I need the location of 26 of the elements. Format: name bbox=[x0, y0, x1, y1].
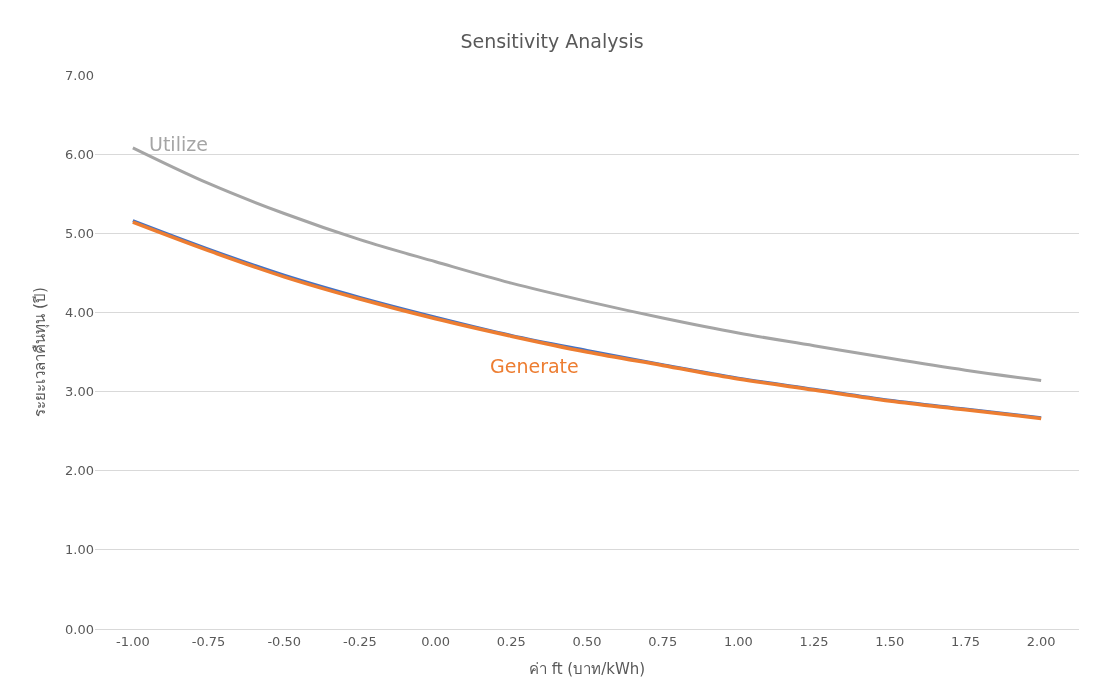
x-tick-label: 1.50 bbox=[875, 633, 905, 649]
x-axis-title: ค่า ft (บาท/kWh) bbox=[528, 659, 646, 678]
y-tick-label: 3.00 bbox=[65, 384, 94, 400]
series-label: Generate bbox=[490, 355, 579, 377]
x-tick-label: -0.50 bbox=[267, 633, 302, 649]
y-tick-label: 4.00 bbox=[65, 304, 94, 320]
x-tick-label: 0.25 bbox=[496, 633, 526, 649]
x-tick-label: -1.00 bbox=[116, 633, 150, 649]
y-tick-label: 6.00 bbox=[65, 146, 94, 162]
y-axis-title: ระยะเวลาคืนทุน (ปี) bbox=[31, 287, 51, 417]
y-tick-label: 5.00 bbox=[65, 225, 94, 241]
x-tick-label: 0.75 bbox=[648, 633, 678, 649]
y-tick-label: 0.00 bbox=[65, 621, 94, 637]
chart-title: Sensitivity Analysis bbox=[460, 30, 644, 53]
y-tick-label: 1.00 bbox=[65, 542, 94, 558]
x-tick-label: 1.75 bbox=[950, 633, 980, 649]
x-tick-label: 0.50 bbox=[572, 633, 602, 649]
x-tick-label: 2.00 bbox=[1026, 633, 1056, 649]
x-tick-label: 0.00 bbox=[421, 633, 451, 649]
x-tick-label: 1.00 bbox=[723, 633, 753, 649]
x-tick-label: 1.25 bbox=[799, 633, 829, 649]
y-tick-label: 7.00 bbox=[65, 67, 94, 83]
x-tick-label: -0.25 bbox=[343, 633, 377, 649]
series-label: Utilize bbox=[149, 133, 208, 155]
x-tick-label: -0.75 bbox=[191, 633, 226, 649]
y-tick-label: 2.00 bbox=[65, 463, 94, 479]
